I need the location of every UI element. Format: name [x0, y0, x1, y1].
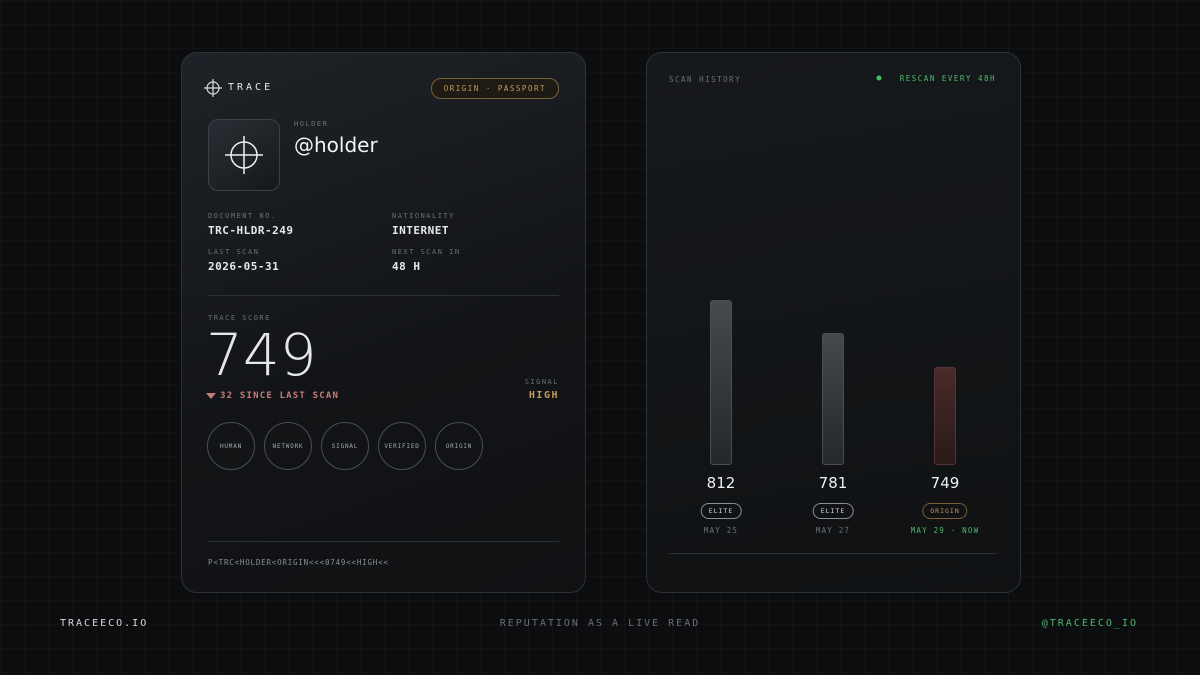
- stamp: VERIFIED: [378, 422, 426, 470]
- stamp: NETWORK: [264, 422, 312, 470]
- bar-value: 812: [706, 474, 736, 492]
- field-label: DOCUMENT NO.: [208, 212, 277, 220]
- footer-center: REPUTATION AS A LIVE READ: [499, 618, 701, 629]
- brand: TRACE: [228, 82, 274, 93]
- divider: [669, 553, 997, 554]
- field-value: 2026-05-31: [208, 260, 280, 273]
- field-value: INTERNET: [392, 224, 449, 237]
- field-label: NEXT SCAN IN: [392, 248, 461, 256]
- bar-value: 749: [930, 474, 960, 492]
- badge: ORIGIN · PASSPORT: [430, 78, 559, 99]
- scan-date: MAY 27: [815, 526, 851, 535]
- field-value: 48 H: [392, 260, 421, 273]
- signal: HIGH: [528, 390, 559, 401]
- field-value: TRC-HLDR-249: [208, 224, 294, 237]
- tier-pill: ELITE: [700, 503, 742, 519]
- history-title: SCAN HISTORY: [669, 75, 742, 84]
- bar: [934, 367, 956, 465]
- stamp: HUMAN: [207, 422, 255, 470]
- delta-icon: [206, 393, 216, 399]
- field-label: LAST SCAN: [208, 248, 260, 256]
- scan-date: MAY 25: [703, 526, 739, 535]
- brand-icon: [204, 79, 222, 97]
- avatar-icon: [225, 136, 263, 174]
- tier-pill: ELITE: [812, 503, 854, 519]
- score-delta: 32 SINCE LAST SCAN: [220, 391, 340, 401]
- history-status: RESCAN EVERY 48H: [899, 74, 996, 83]
- bar: [710, 300, 732, 465]
- stamp: ORIGIN: [435, 422, 483, 470]
- divider: [208, 295, 559, 296]
- divider: [208, 541, 559, 542]
- footer-left: TRACEECO.IO: [60, 618, 149, 629]
- signal-label: SIGNAL: [524, 378, 559, 386]
- score: 749: [206, 321, 317, 389]
- bar-value: 781: [818, 474, 848, 492]
- tier-pill: ORIGIN: [922, 503, 968, 519]
- field-label: NATIONALITY: [392, 212, 455, 220]
- holder-label: HOLDER: [294, 120, 329, 128]
- stamp: SIGNAL: [321, 422, 369, 470]
- mrz: P<TRC<HOLDER<ORIGIN<<<0749<<HIGH<<: [208, 558, 389, 567]
- holder-handle: @holder: [294, 133, 378, 157]
- history-card: SCAN HISTORY RESCAN EVERY 48H 812 ELITE MA…: [646, 52, 1021, 593]
- bar: [822, 332, 844, 465]
- footer-right: @TRACEECO_IO: [1041, 618, 1138, 629]
- scan-date: MAY 29 · NOW: [910, 526, 980, 535]
- score-label: TRACE SCORE: [208, 314, 271, 322]
- status-dot: [876, 75, 882, 81]
- avatar: [208, 119, 280, 191]
- passport-card: TRACE ORIGIN · PASSPORT HOLDER @holder D…: [181, 52, 586, 593]
